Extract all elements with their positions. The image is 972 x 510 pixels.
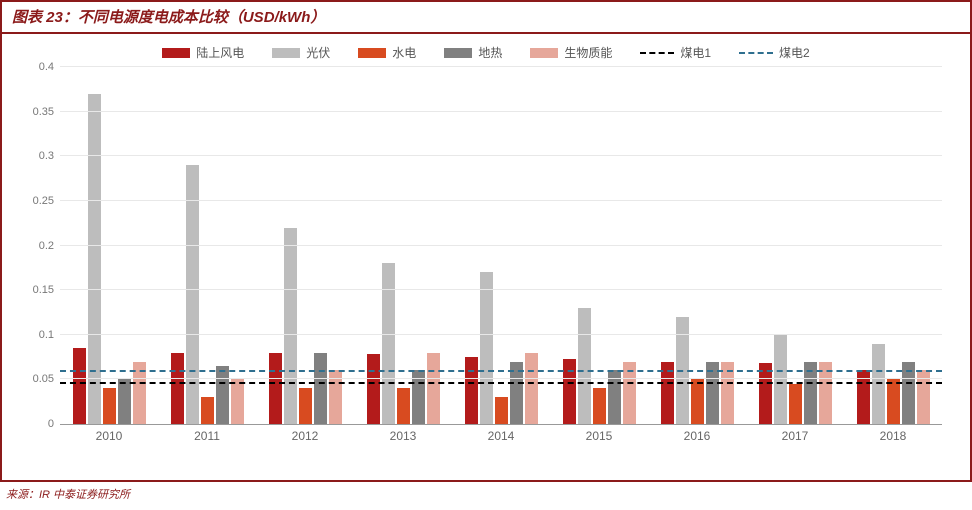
legend-line <box>640 52 674 54</box>
gridline <box>60 66 942 67</box>
legend-line <box>739 52 773 54</box>
legend-label: 光伏 <box>306 44 330 61</box>
source-text: 来源：IR 中泰证券研究所 <box>0 482 972 506</box>
bar <box>382 263 395 424</box>
x-tick-label: 2016 <box>648 425 746 447</box>
y-tick-label: 0.25 <box>33 195 54 207</box>
legend-item: 水电 <box>358 44 416 61</box>
title-bar: 图表 23：不同电源度电成本比较（USD/kWh） <box>0 0 972 34</box>
gridline <box>60 155 942 156</box>
gridline <box>60 378 942 379</box>
bar <box>691 379 704 424</box>
legend-item: 煤电1 <box>640 44 711 61</box>
bar <box>314 353 327 424</box>
x-tick-label: 2013 <box>354 425 452 447</box>
plot-area: 00.050.10.150.20.250.30.350.4 <box>60 67 942 425</box>
bar <box>118 379 131 424</box>
bar <box>427 353 440 424</box>
plot-wrap: 00.050.10.150.20.250.30.350.4 2010201120… <box>60 67 942 447</box>
bar <box>759 363 772 424</box>
bar <box>171 353 184 424</box>
y-tick-label: 0.1 <box>39 329 54 341</box>
x-tick-label: 2018 <box>844 425 942 447</box>
bar <box>593 388 606 424</box>
legend-label: 水电 <box>392 44 416 61</box>
bar <box>103 388 116 424</box>
y-tick-label: 0 <box>48 418 54 430</box>
legend-item: 生物质能 <box>530 44 612 61</box>
x-tick-label: 2017 <box>746 425 844 447</box>
bar <box>872 344 885 424</box>
x-tick-label: 2012 <box>256 425 354 447</box>
bar <box>525 353 538 424</box>
legend-item: 煤电2 <box>739 44 810 61</box>
reference-line <box>60 382 942 384</box>
x-tick-label: 2014 <box>452 425 550 447</box>
x-axis-labels: 201020112012201320142015201620172018 <box>60 425 942 447</box>
bar <box>887 379 900 424</box>
legend: 陆上风电 光伏 水电 地热 生物质能 煤电1 煤电2 <box>22 44 950 61</box>
figure-container: 图表 23：不同电源度电成本比较（USD/kWh） 陆上风电 光伏 水电 地热 生物质能… <box>0 0 972 510</box>
legend-swatch <box>358 48 386 58</box>
bar <box>774 335 787 424</box>
x-tick-label: 2015 <box>550 425 648 447</box>
gridline <box>60 200 942 201</box>
y-tick-label: 0.35 <box>33 106 54 118</box>
gridline <box>60 245 942 246</box>
chart-frame: 陆上风电光伏水电地热生物质能煤电1煤电2 00.050.10.150.20.25… <box>0 34 972 482</box>
gridline <box>60 334 942 335</box>
legend-item: 光伏 <box>272 44 330 61</box>
gridline <box>60 289 942 290</box>
legend-swatch <box>444 48 472 58</box>
y-tick-label: 0.05 <box>33 373 54 385</box>
figure-title: 图表 23：不同电源度电成本比较（USD/kWh） <box>12 9 325 26</box>
legend-label: 生物质能 <box>564 44 612 61</box>
x-tick-label: 2011 <box>158 425 256 447</box>
bar <box>269 353 282 424</box>
bar <box>299 388 312 424</box>
gridline <box>60 111 942 112</box>
y-tick-label: 0.2 <box>39 240 54 252</box>
legend-item: 地热 <box>444 44 502 61</box>
legend-label: 煤电1 <box>680 44 711 61</box>
legend-swatch <box>162 48 190 58</box>
y-tick-label: 0.15 <box>33 284 54 296</box>
reference-line <box>60 370 942 372</box>
bar <box>367 354 380 424</box>
bar <box>397 388 410 424</box>
legend-label: 煤电2 <box>779 44 810 61</box>
legend-label: 地热 <box>478 44 502 61</box>
legend-swatch <box>272 48 300 58</box>
x-tick-label: 2010 <box>60 425 158 447</box>
bar <box>578 308 591 424</box>
bar <box>563 359 576 424</box>
legend-swatch <box>530 48 558 58</box>
bar <box>284 228 297 424</box>
legend-item: 陆上风电 <box>162 44 244 61</box>
bar <box>186 165 199 424</box>
legend-label: 陆上风电 <box>196 44 244 61</box>
bar <box>216 366 229 424</box>
bar <box>201 397 214 424</box>
bar <box>495 397 508 424</box>
bar <box>480 272 493 424</box>
bar <box>88 94 101 424</box>
y-tick-label: 0.4 <box>39 61 54 73</box>
bar <box>73 348 86 424</box>
y-tick-label: 0.3 <box>39 150 54 162</box>
bar <box>789 384 802 424</box>
bar <box>465 357 478 424</box>
bar <box>231 379 244 424</box>
